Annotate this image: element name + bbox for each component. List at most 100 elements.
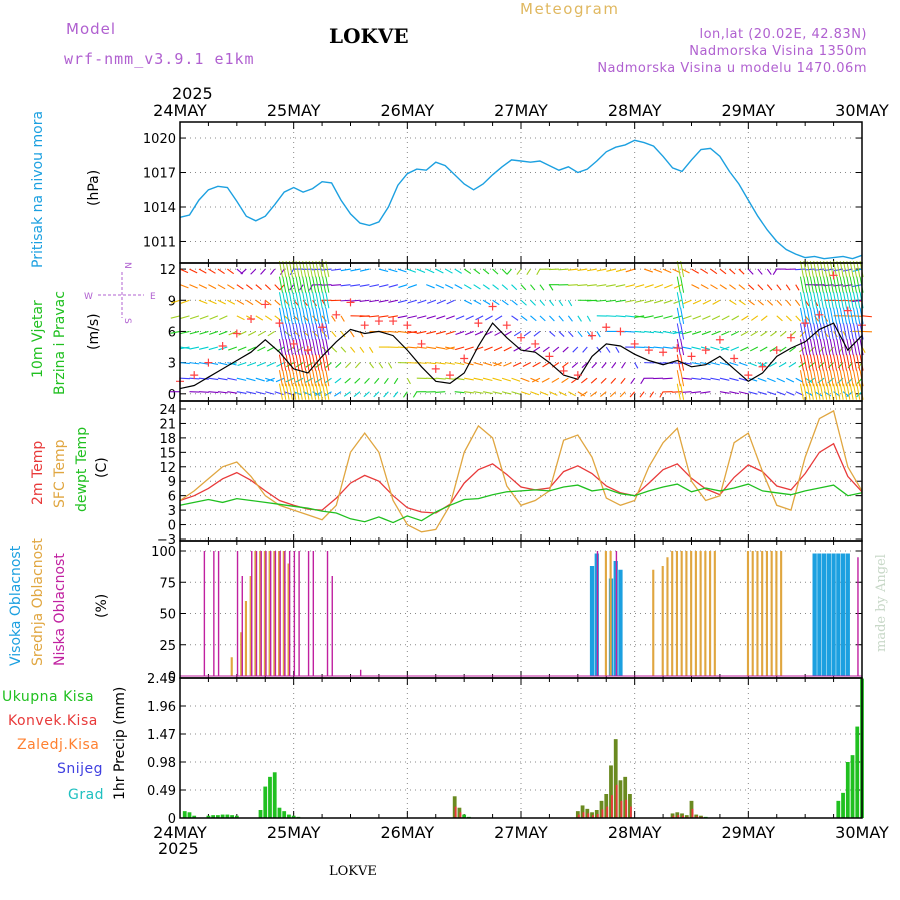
gust-marker (644, 346, 653, 355)
wind-arrow (653, 315, 664, 319)
wind-arrow (788, 362, 796, 368)
wind-arrow (539, 315, 546, 322)
ytick-label-precip: 0.49 (147, 784, 176, 799)
wind-arrow (315, 323, 320, 340)
cloud-mid-bar (765, 551, 768, 676)
temp-unit-label: (C) (94, 457, 110, 478)
cloud-low-bar (312, 551, 315, 676)
precip-total-bar (684, 815, 689, 818)
wind-arrow (199, 346, 209, 350)
precip-total-bar (699, 815, 703, 818)
wind-arrow (298, 292, 303, 309)
wind-arrow (605, 299, 616, 303)
wind-arrow (738, 362, 748, 367)
wind-arrow (522, 362, 531, 368)
gust-marker (431, 364, 440, 373)
station-title: LOKVE (329, 24, 409, 48)
wind-arrow (776, 391, 786, 396)
cloud-mid-bar (263, 551, 266, 676)
wind-arrow (397, 315, 408, 319)
cloud-low-bar (241, 576, 243, 676)
wind-arrow (236, 391, 247, 394)
wind-arrow (228, 330, 238, 336)
wind-arrow (819, 276, 824, 293)
wind-arrow (318, 323, 323, 340)
wind-arrow (298, 338, 303, 356)
wind-arrow (302, 338, 307, 356)
ytick-label-pressure: 1011 (143, 235, 176, 250)
wind-arrow (246, 377, 256, 382)
wind-arrow (615, 315, 626, 318)
precip-total-bar (590, 812, 594, 818)
wind-arrow (813, 276, 818, 293)
wind-arrow (786, 391, 795, 396)
precip-conv-bar (610, 795, 613, 818)
wind-arrow (757, 299, 764, 306)
wind-arrow (270, 268, 276, 275)
wind-arrow (312, 383, 317, 400)
wind-arrow (719, 377, 730, 381)
wind-arrow (779, 331, 787, 337)
cloud-panel: 0 25 50 75 100 (151, 540, 863, 685)
wind-arrow (407, 299, 417, 304)
wind-arrow (809, 276, 814, 293)
cloud-low-bar (359, 669, 362, 676)
wind-arrow (729, 299, 737, 306)
wind-arrow (417, 299, 427, 304)
wind-arrow (264, 315, 273, 321)
wind-arrow (199, 315, 209, 320)
wind-arrow (455, 346, 465, 351)
cloud-mid-bar (230, 657, 233, 676)
wind-arrow (856, 307, 861, 324)
wind-arrow (572, 346, 579, 353)
wind-arrow (473, 268, 481, 275)
wind-arrow (416, 315, 427, 319)
wind-arrow (852, 370, 857, 387)
date-label-top: 27MAY (494, 101, 548, 120)
wind-arrow (308, 323, 313, 340)
wind-arrow (760, 315, 768, 322)
wind-arrow (548, 299, 555, 307)
cloud-low-bar (255, 551, 258, 676)
wind-arrow (849, 338, 854, 356)
gust-marker (474, 319, 483, 328)
wind-arrow (199, 330, 209, 335)
wind-series-label-2: Brzina i Pravac (52, 291, 68, 395)
wind-arrow (398, 284, 408, 288)
wind-arrow (843, 383, 848, 400)
wind-arrow (680, 338, 685, 356)
wind-arrow (795, 377, 804, 383)
wind-arrow (710, 362, 720, 366)
wind-arrow (302, 370, 307, 387)
pressure-unit-label: (hPa) (86, 170, 102, 206)
wind-arrow (833, 383, 838, 400)
wind-arrow (325, 323, 330, 340)
wind-arrow (806, 354, 811, 371)
wind-arrow (615, 284, 626, 288)
precip-conv-bar (615, 784, 618, 818)
wind-arrow (285, 370, 290, 387)
wind-arrow (644, 299, 654, 304)
wind-arrow (503, 346, 512, 352)
wind-arrow (282, 307, 287, 324)
wind-arrow (264, 284, 272, 291)
wind-arrow (795, 299, 801, 307)
wind-arrow (816, 338, 821, 356)
wind-arrow (530, 284, 536, 291)
wind-arrow (552, 346, 560, 353)
wind-arrow (799, 276, 804, 293)
cloud-mid-bar (609, 551, 612, 676)
wind-arrow (701, 330, 711, 336)
wind-arrow (240, 268, 247, 275)
wind-arrow (751, 315, 759, 321)
wind-arrow (473, 362, 483, 366)
wind-arrow (757, 362, 767, 367)
wind-arrow (672, 330, 683, 335)
wind-arrow (285, 276, 290, 293)
gust-marker (247, 314, 256, 323)
wind-arrow (325, 338, 330, 356)
wind-arrow (179, 362, 190, 365)
wind-arrow (770, 330, 778, 337)
wind-arrow (692, 330, 702, 335)
